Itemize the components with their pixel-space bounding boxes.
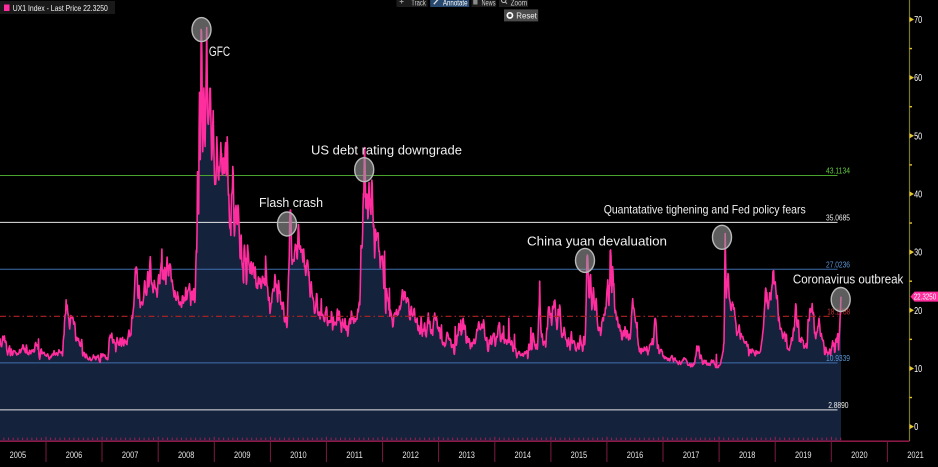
- svg-text:Zoom: Zoom: [511, 0, 527, 7]
- svg-text:40: 40: [914, 190, 922, 201]
- svg-text:2012: 2012: [402, 450, 419, 460]
- svg-text:35.0685: 35.0685: [826, 212, 850, 222]
- svg-text:News: News: [482, 0, 496, 7]
- svg-text:2016: 2016: [627, 450, 644, 460]
- svg-text:30: 30: [914, 248, 922, 259]
- svg-text:GFC: GFC: [209, 44, 230, 59]
- svg-text:60: 60: [914, 73, 922, 84]
- svg-text:2018: 2018: [739, 450, 756, 460]
- svg-text:UX1 Index - Last Price 22.3250: UX1 Index - Last Price 22.3250: [13, 3, 108, 13]
- svg-text:0: 0: [914, 422, 919, 433]
- svg-text:Flash crash: Flash crash: [259, 196, 323, 210]
- svg-text:2.8890: 2.8890: [828, 400, 849, 410]
- svg-text:2017: 2017: [683, 450, 700, 460]
- svg-text:US debt rating downgrade: US debt rating downgrade: [311, 143, 462, 158]
- svg-text:2009: 2009: [234, 450, 251, 460]
- svg-text:Quantatative tighening and Fed: Quantatative tighening and Fed policy fe…: [604, 203, 806, 217]
- svg-text:50: 50: [914, 131, 922, 142]
- svg-text:2020: 2020: [851, 450, 868, 460]
- svg-text:Track: Track: [411, 0, 426, 7]
- svg-text:2015: 2015: [571, 450, 588, 460]
- svg-text:2014: 2014: [515, 450, 532, 460]
- svg-text:2005: 2005: [10, 450, 27, 460]
- svg-text:Reset: Reset: [516, 11, 537, 21]
- svg-text:2013: 2013: [458, 450, 475, 460]
- svg-text:2019: 2019: [795, 450, 812, 460]
- svg-text:Coronavirus outbreak: Coronavirus outbreak: [793, 273, 904, 287]
- svg-text:20: 20: [914, 306, 922, 317]
- svg-text:China yuan devaluation: China yuan devaluation: [527, 234, 667, 249]
- svg-text:2010: 2010: [290, 450, 307, 460]
- svg-text:2021: 2021: [907, 450, 924, 460]
- svg-text:43.1134: 43.1134: [826, 166, 850, 176]
- svg-text:27.0236: 27.0236: [826, 259, 850, 269]
- svg-text:2011: 2011: [346, 450, 363, 460]
- svg-text:70: 70: [914, 15, 922, 26]
- svg-text:2008: 2008: [178, 450, 195, 460]
- svg-text:Annotate: Annotate: [443, 0, 468, 7]
- svg-text:10.9339: 10.9339: [826, 353, 850, 363]
- svg-text:2006: 2006: [66, 450, 83, 460]
- svg-text:22.3250: 22.3250: [914, 292, 937, 302]
- svg-text:10: 10: [914, 364, 922, 375]
- svg-text:2007: 2007: [122, 450, 139, 460]
